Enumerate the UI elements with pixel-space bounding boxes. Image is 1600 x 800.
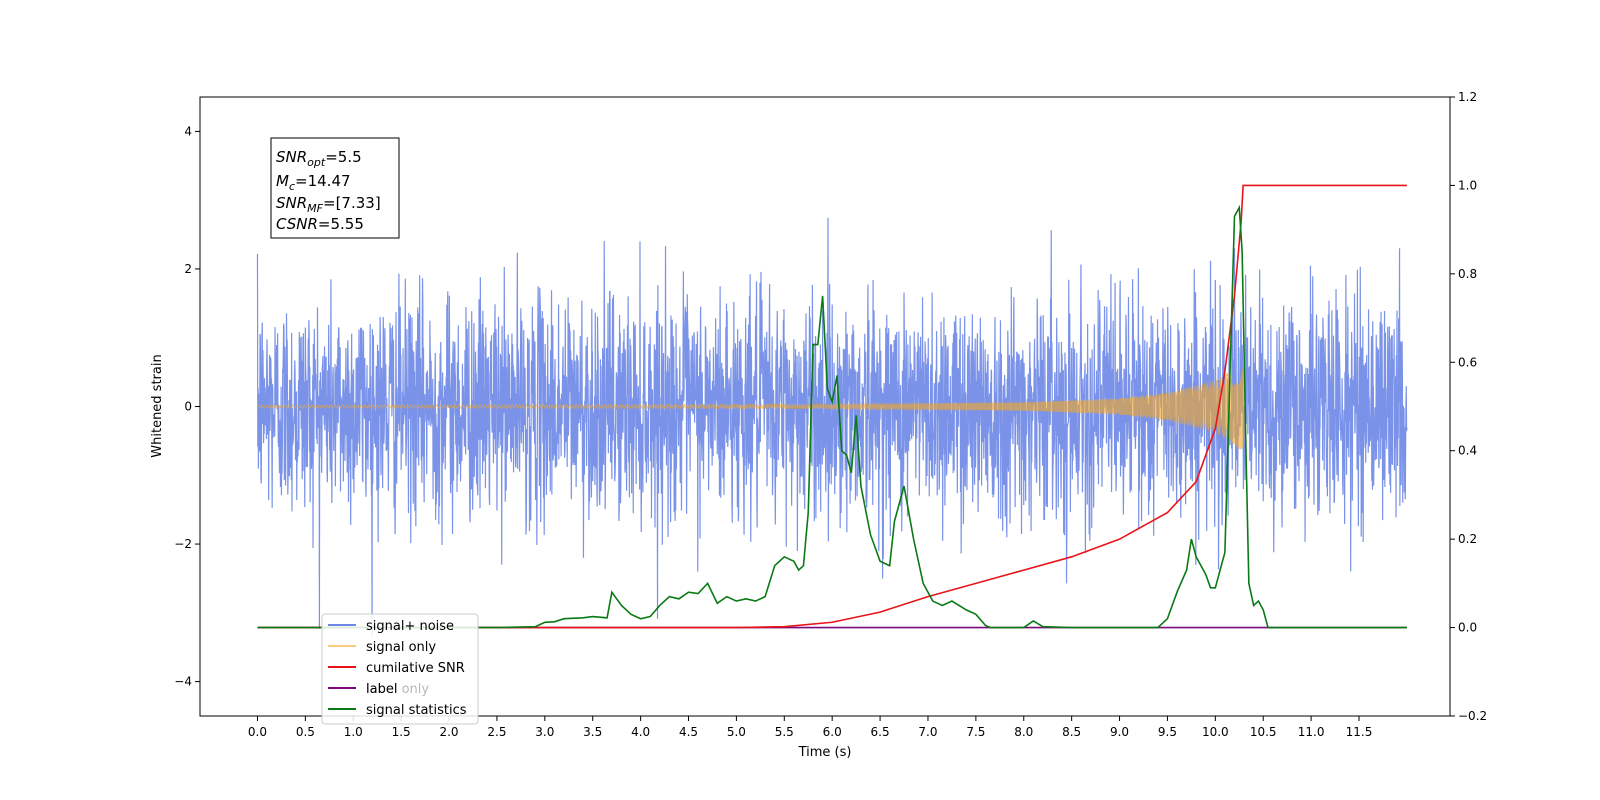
legend-frame — [321, 613, 479, 725]
snr-mf-base: SNR — [276, 194, 307, 212]
series-cumulative-snr-line — [257, 184, 1407, 629]
snr-opt-value: =5.5 — [325, 148, 361, 166]
series-signal-statistics-line — [257, 204, 1407, 629]
legend: label only signal+ noise signal only cum… — [321, 613, 479, 725]
annotation-mc: Mc=14.47 — [276, 172, 351, 193]
y-tick-label: 2 — [184, 262, 192, 276]
x-tick-label: 0.5 — [296, 725, 315, 739]
legend-label-label: label — [366, 682, 397, 697]
y-tick-label: 4 — [184, 124, 192, 138]
x-tick-label: 8.0 — [1014, 725, 1033, 739]
x-tick-label: 8.5 — [1062, 725, 1081, 739]
snr-opt-base: SNR — [276, 148, 307, 166]
x-tick-label: 0.0 — [248, 725, 267, 739]
y2-tick-label: 0.2 — [1458, 532, 1477, 546]
x-axis-label: Time (s) — [798, 745, 852, 760]
x-tick-label: 11.5 — [1346, 725, 1373, 739]
x-tick-label: 5.0 — [727, 725, 746, 739]
series-signal-only-line — [257, 364, 1245, 450]
annotation-snr-opt: SNRopt=5.5 — [276, 148, 362, 169]
csnr-base: CSNR — [276, 215, 318, 233]
legend-label-signal-noise: signal+ noise — [366, 619, 454, 634]
mc-value: =14.47 — [295, 172, 351, 190]
y2-tick-label: 1.2 — [1458, 90, 1477, 104]
y2-tick-label: −0.2 — [1458, 709, 1487, 723]
legend-label-cumulative-snr: cumilative SNR — [366, 661, 465, 676]
y-tick-label: −2 — [174, 537, 192, 551]
x-tick-label: 6.5 — [871, 725, 890, 739]
x-tick-label: 2.0 — [439, 725, 458, 739]
x-tick-label: 10.5 — [1250, 725, 1277, 739]
annotation-snr-mf: SNRMF=[7.33] — [276, 194, 381, 215]
x-tick-label: 6.0 — [823, 725, 842, 739]
y-tick-label: −4 — [174, 675, 192, 689]
csnr-value: =5.55 — [318, 215, 364, 233]
x-tick-label: 3.5 — [583, 725, 602, 739]
snr-opt-sub: opt — [307, 156, 326, 169]
x-tick-label: 9.5 — [1158, 725, 1177, 739]
y2-tick-label: 0.8 — [1458, 267, 1477, 281]
x-tick-label: 3.0 — [535, 725, 554, 739]
legend-label-signal-only: signal only — [366, 640, 436, 655]
y2-tick-label: 0.6 — [1458, 355, 1477, 369]
x-tick-label: 11.0 — [1298, 725, 1325, 739]
x-tick-label: 7.0 — [918, 725, 937, 739]
x-tick-label: 5.5 — [775, 725, 794, 739]
x-tick-label: 10.0 — [1202, 725, 1229, 739]
y-tick-label: 0 — [184, 400, 192, 414]
x-tick-label: 1.5 — [392, 725, 411, 739]
series-signal-noise-line — [256, 217, 1408, 638]
annotation-box: SNRopt=5.5 Mc=14.47 SNRMF=[7.33] CSNR=5.… — [270, 137, 400, 239]
x-tick-label: 4.5 — [679, 725, 698, 739]
y2-tick-label: 0.0 — [1458, 621, 1477, 635]
x-tick-label: 4.0 — [631, 725, 650, 739]
legend-ghost-text: label only — [366, 682, 429, 697]
mc-base: M — [276, 172, 289, 190]
y2-tick-label: 0.4 — [1458, 444, 1477, 458]
mc-sub: c — [289, 180, 295, 193]
y-axis-label: Whitened strain — [150, 354, 165, 457]
annotation-csnr: CSNR=5.55 — [276, 215, 364, 233]
snr-mf-sub: MF — [307, 202, 323, 215]
x-tick-label: 2.5 — [487, 725, 506, 739]
annotation-frame — [270, 137, 400, 239]
y2-tick-label: 1.0 — [1458, 178, 1477, 192]
x-tick-label: 9.0 — [1110, 725, 1129, 739]
legend-label-signal-statistics: signal statistics — [366, 703, 467, 718]
snr-mf-value: =[7.33] — [323, 194, 381, 212]
ticks: 0.0 0.5 1.0 1.5 2.0 2.5 3.0 3.5 4.0 4.5 5.0 5.5 6.0 6… — [174, 90, 1487, 739]
x-tick-label: 7.5 — [966, 725, 985, 739]
x-tick-label: 1.0 — [344, 725, 363, 739]
